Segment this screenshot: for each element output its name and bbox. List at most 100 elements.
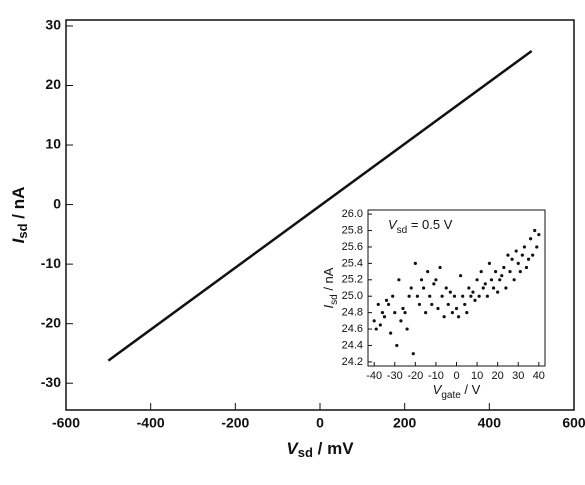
data-point <box>442 315 446 319</box>
data-point <box>405 327 409 331</box>
data-point <box>510 257 514 261</box>
plot-frame <box>367 209 546 367</box>
x-tick-label: -400 <box>137 415 165 431</box>
data-point <box>456 315 461 319</box>
data-point <box>491 286 496 290</box>
x-axis-label-sub: sd <box>298 445 313 460</box>
data-point <box>469 294 473 298</box>
data-point <box>465 311 469 315</box>
data-point <box>463 302 467 307</box>
y-tick-label: 24.8 <box>342 307 363 319</box>
data-point <box>487 261 492 265</box>
x-axis-label: Vgate / V <box>433 382 481 400</box>
data-point <box>508 269 512 274</box>
data-point <box>438 265 442 270</box>
y-tick-label: 0 <box>53 195 61 211</box>
data-point <box>452 294 457 298</box>
x-axis-label-main: V <box>286 439 299 458</box>
y-tick-label: -10 <box>41 255 61 271</box>
x-axis-label-rest: / V <box>461 382 481 397</box>
data-point <box>448 290 452 294</box>
data-point <box>434 278 438 282</box>
data-point <box>372 319 376 323</box>
data-point <box>417 302 422 307</box>
x-tick-label: 0 <box>453 370 459 382</box>
y-tick-label: 10 <box>45 136 61 152</box>
data-point <box>386 302 391 307</box>
data-point <box>424 311 428 315</box>
x-tick-label: -200 <box>221 415 249 431</box>
data-point <box>450 311 454 315</box>
x-tick-label: 0 <box>316 415 324 431</box>
data-point <box>531 253 535 257</box>
data-point <box>454 306 459 311</box>
data-point <box>440 294 444 298</box>
y-tick-label: 25.0 <box>342 290 363 302</box>
data-point <box>485 294 489 298</box>
data-point <box>494 269 498 274</box>
x-tick-label: -10 <box>428 370 444 382</box>
data-point <box>514 249 518 253</box>
y-tick-label: -30 <box>41 374 61 390</box>
data-point <box>376 302 380 307</box>
x-axis-label-rest: / mV <box>313 439 354 458</box>
data-point <box>407 294 411 298</box>
data-point <box>401 306 405 311</box>
data-point <box>479 269 483 274</box>
data-point <box>446 302 450 307</box>
x-tick-label: -600 <box>52 415 80 431</box>
y-tick-label: 20 <box>45 76 61 92</box>
data-point <box>432 282 436 286</box>
data-point <box>526 257 531 261</box>
data-point <box>502 265 506 270</box>
data-point <box>473 298 477 302</box>
data-point <box>535 245 539 249</box>
y-axis-label-main: I <box>321 304 336 308</box>
data-point <box>415 294 419 298</box>
data-point <box>409 286 413 290</box>
x-axis-label: Vsd / mV <box>286 439 354 460</box>
data-point <box>489 278 494 282</box>
y-axis-label: Isd / nA <box>9 187 30 244</box>
data-point <box>459 274 463 278</box>
data-point <box>389 331 393 335</box>
data-point <box>512 278 516 282</box>
data-point <box>444 286 448 290</box>
x-tick-label: 40 <box>533 370 545 382</box>
data-point <box>395 343 399 348</box>
y-axis-label-sub: sd <box>15 223 30 238</box>
x-axis-label-sub: gate <box>441 390 461 401</box>
data-point <box>384 298 389 302</box>
x-tick-label: -20 <box>407 370 423 382</box>
annotation: Vsd = 0.5 V <box>388 217 453 235</box>
data-point <box>520 253 524 257</box>
annotation-main: V <box>388 217 398 232</box>
data-point <box>528 237 533 241</box>
data-point <box>428 294 432 298</box>
data-point <box>500 274 504 278</box>
data-point <box>498 278 502 282</box>
data-point <box>421 286 426 290</box>
data-point <box>471 290 475 294</box>
x-tick-label: 20 <box>492 370 504 382</box>
y-tick-label: 25.4 <box>342 257 363 269</box>
x-tick-label: -30 <box>387 370 403 382</box>
data-point <box>537 233 541 237</box>
y-tick-label: 24.2 <box>342 356 363 368</box>
data-point <box>506 253 510 257</box>
x-tick-label: 10 <box>471 370 483 382</box>
data-point <box>403 311 407 315</box>
data-point <box>380 311 385 315</box>
y-axis-label-rest: / nA <box>321 267 336 294</box>
data-point <box>533 228 537 233</box>
x-tick-label: 600 <box>562 415 585 431</box>
y-tick-label: -20 <box>41 314 61 330</box>
y-tick-label: 24.4 <box>342 339 363 351</box>
data-point <box>378 323 382 327</box>
annotation-rest: = 0.5 V <box>407 217 452 232</box>
data-line <box>107 49 533 362</box>
data-point <box>391 294 395 298</box>
annotation-sub: sd <box>397 225 408 236</box>
x-axis-label-main: V <box>433 382 443 397</box>
